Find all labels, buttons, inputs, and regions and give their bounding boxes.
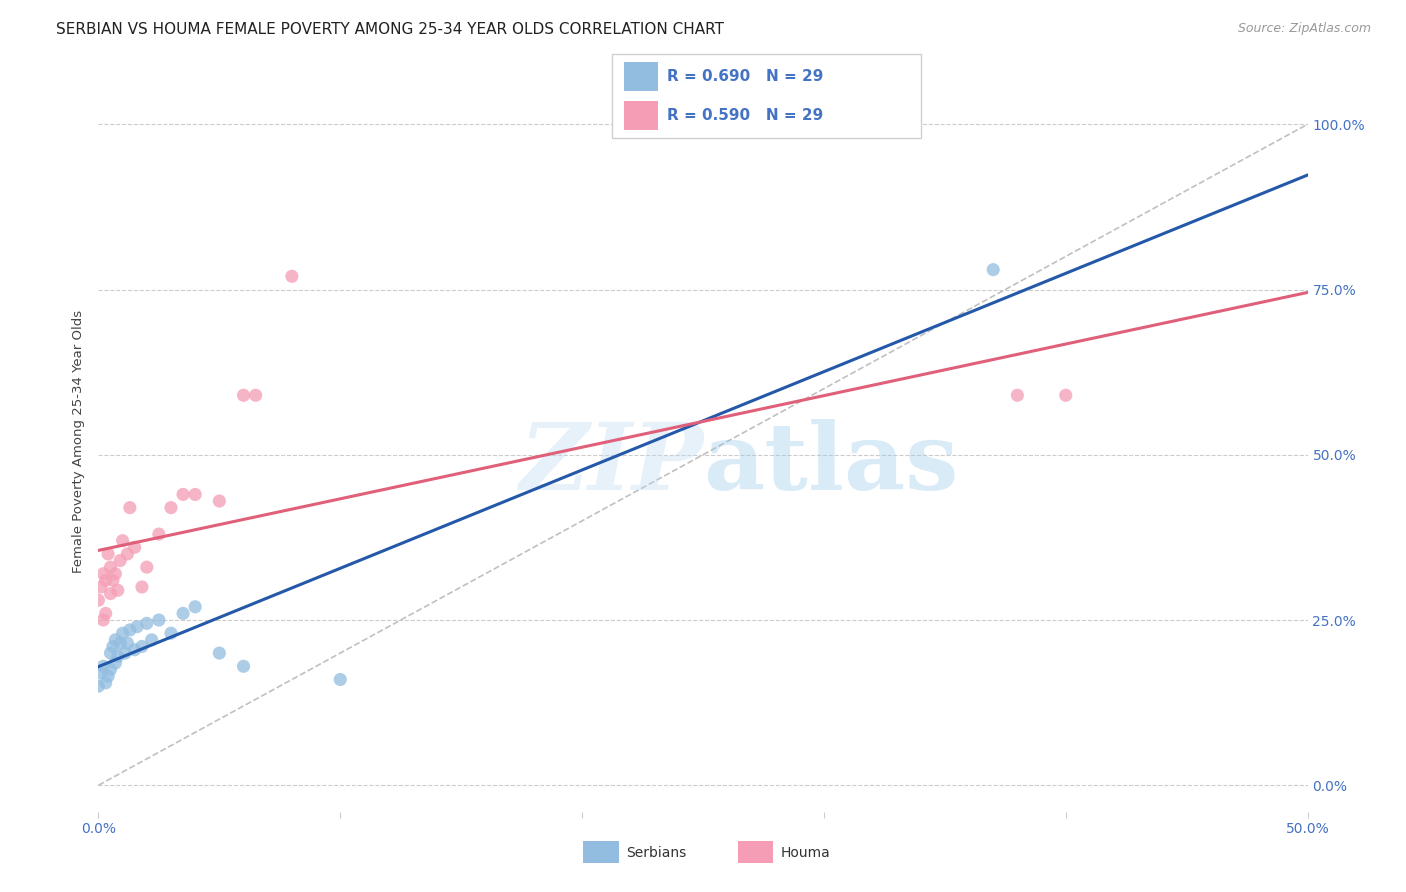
Bar — [624, 62, 658, 91]
Point — [107, 583, 129, 598]
Point — [100, 586, 122, 600]
Point — [329, 673, 352, 687]
Point — [117, 636, 139, 650]
Point — [127, 620, 149, 634]
Text: R = 0.590   N = 29: R = 0.590 N = 29 — [668, 108, 824, 123]
Point — [117, 547, 139, 561]
Y-axis label: Female Poverty Among 25-34 Year Olds: Female Poverty Among 25-34 Year Olds — [72, 310, 86, 573]
Point — [101, 574, 124, 588]
Point — [87, 679, 110, 693]
Point — [90, 580, 112, 594]
Point — [91, 566, 114, 581]
Point — [1054, 388, 1077, 402]
Point — [118, 623, 141, 637]
Point — [104, 656, 127, 670]
Point — [148, 527, 170, 541]
Point — [184, 487, 207, 501]
Point — [981, 262, 1004, 277]
Point — [104, 566, 127, 581]
Point — [94, 675, 117, 690]
Point — [94, 607, 117, 621]
Bar — [624, 101, 658, 130]
Text: Houma: Houma — [780, 846, 830, 860]
Point — [135, 560, 157, 574]
Point — [97, 547, 120, 561]
Point — [97, 669, 120, 683]
Point — [100, 646, 122, 660]
Point — [124, 541, 146, 555]
Text: atlas: atlas — [703, 418, 959, 508]
Point — [111, 533, 134, 548]
Point — [87, 593, 110, 607]
Point — [100, 560, 122, 574]
Point — [91, 613, 114, 627]
Point — [108, 636, 131, 650]
Point — [90, 665, 112, 680]
Point — [124, 642, 146, 657]
Point — [232, 388, 254, 402]
Point — [172, 607, 194, 621]
Point — [1007, 388, 1029, 402]
Point — [94, 574, 117, 588]
Text: Source: ZipAtlas.com: Source: ZipAtlas.com — [1237, 22, 1371, 36]
Point — [107, 649, 129, 664]
Point — [131, 640, 153, 654]
Text: ZIP: ZIP — [519, 418, 703, 508]
Point — [101, 640, 124, 654]
Point — [111, 626, 134, 640]
FancyBboxPatch shape — [612, 54, 921, 138]
Point — [281, 269, 304, 284]
Point — [141, 632, 163, 647]
Point — [100, 663, 122, 677]
Point — [91, 659, 114, 673]
Point — [172, 487, 194, 501]
Point — [131, 580, 153, 594]
Point — [108, 553, 131, 567]
Point — [160, 500, 183, 515]
Point — [184, 599, 207, 614]
Text: R = 0.690   N = 29: R = 0.690 N = 29 — [668, 69, 824, 84]
Point — [148, 613, 170, 627]
Point — [118, 500, 141, 515]
Point — [208, 494, 231, 508]
Point — [160, 626, 183, 640]
Point — [208, 646, 231, 660]
Text: Serbians: Serbians — [626, 846, 686, 860]
Point — [114, 646, 136, 660]
Point — [104, 632, 127, 647]
Point — [245, 388, 267, 402]
Point — [232, 659, 254, 673]
Point — [135, 616, 157, 631]
Text: SERBIAN VS HOUMA FEMALE POVERTY AMONG 25-34 YEAR OLDS CORRELATION CHART: SERBIAN VS HOUMA FEMALE POVERTY AMONG 25… — [56, 22, 724, 37]
